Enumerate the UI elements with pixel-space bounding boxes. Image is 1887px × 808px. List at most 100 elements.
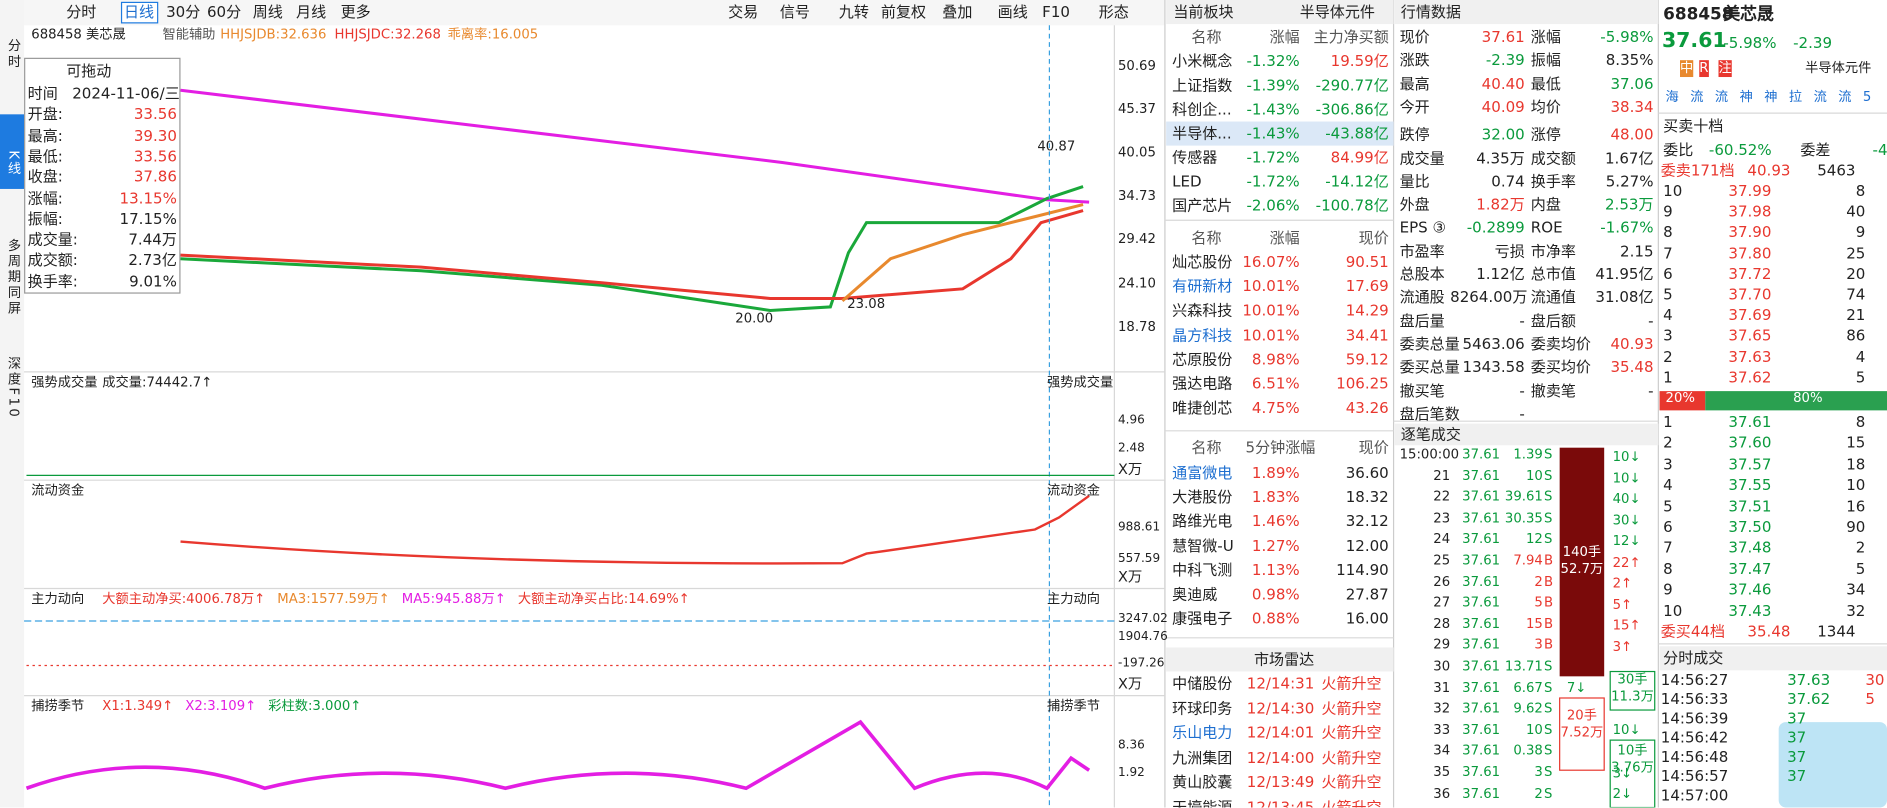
period-tab[interactable]: 日线: [123, 2, 155, 21]
side-tab[interactable]: K线: [6, 150, 22, 178]
stock-name[interactable]: 大港股份: [1172, 487, 1233, 506]
label: 14:56:42: [1660, 728, 1729, 747]
label: 0.88%: [1251, 609, 1300, 628]
shortcut-button[interactable]: 海: [1665, 89, 1679, 105]
label: 30↓: [1612, 512, 1641, 528]
label: -2.39: [1485, 50, 1525, 69]
label: 8: [1855, 181, 1866, 200]
quote-key: 委买均价: [1530, 357, 1591, 376]
tool-button[interactable]: 信号: [779, 2, 810, 21]
period-tab[interactable]: 月线: [296, 2, 327, 21]
panel-title: 分时成交: [1663, 648, 1724, 667]
period-tab[interactable]: 分时: [66, 2, 97, 21]
shortcut-button[interactable]: 流: [1838, 89, 1852, 105]
label: 37: [1787, 708, 1807, 727]
stock-name[interactable]: 乐山电力: [1172, 723, 1233, 742]
label: -1.72%: [1246, 148, 1300, 167]
shortcut-button[interactable]: 流: [1714, 89, 1729, 105]
label: 37: [1787, 747, 1807, 766]
stock-name[interactable]: 环球印务: [1172, 698, 1233, 717]
stock-name[interactable]: 路维光电: [1172, 511, 1233, 530]
tool-button[interactable]: 九转: [838, 2, 869, 21]
label: 37.62: [1728, 368, 1772, 387]
label: 14.29: [1345, 301, 1389, 320]
shortcut-button[interactable]: 神: [1764, 89, 1778, 105]
stock-name[interactable]: 灿芯股份: [1172, 252, 1233, 271]
stock-name[interactable]: 强达电路: [1172, 374, 1233, 393]
shortcut-button[interactable]: 流: [1690, 89, 1704, 105]
period-tab[interactable]: 更多: [340, 2, 371, 21]
label: 4: [1663, 475, 1673, 494]
label: 25: [1846, 243, 1866, 262]
label: -2.06%: [1246, 196, 1300, 215]
stock-name[interactable]: 有研新材: [1172, 277, 1233, 296]
label: 22↑: [1612, 554, 1641, 570]
label: 1.13%: [1251, 560, 1300, 579]
tool-button[interactable]: 画线: [997, 2, 1028, 21]
label: 10.01%: [1242, 277, 1300, 296]
label: 10↓: [1612, 448, 1641, 465]
shortcut-button[interactable]: 5: [1862, 89, 1872, 105]
label: 8: [1663, 223, 1673, 242]
period-tab[interactable]: 30分: [166, 2, 201, 21]
label: 3: [1534, 764, 1543, 780]
stock-name[interactable]: 唯捷创芯: [1172, 398, 1233, 417]
label: 10.01%: [1242, 325, 1300, 344]
label: 12↓: [1612, 533, 1641, 549]
label: 38.34: [1610, 97, 1654, 116]
tool-button[interactable]: F10: [1042, 2, 1070, 21]
label: 10: [1663, 601, 1683, 620]
label: 火箭升空: [1321, 797, 1382, 808]
label: S: [1544, 742, 1553, 759]
side-tab[interactable]: 分时: [6, 38, 22, 70]
sector-name: 上证指数: [1172, 75, 1233, 94]
stock-name[interactable]: 通富微电: [1172, 463, 1233, 482]
shortcut-button[interactable]: 神: [1739, 89, 1753, 105]
shortcut-button[interactable]: 拉: [1788, 89, 1803, 105]
tool-button[interactable]: 形态: [1098, 2, 1129, 21]
stock-name[interactable]: 黄山胶囊: [1172, 772, 1233, 791]
stock-name[interactable]: 中储股份: [1172, 673, 1233, 692]
stock-name[interactable]: 中科飞测: [1172, 560, 1233, 579]
info-box[interactable]: [24, 57, 181, 294]
stock-name[interactable]: 兴森科技: [1172, 301, 1233, 320]
stock-name[interactable]: 康强电子: [1172, 609, 1233, 628]
label: S: [1544, 764, 1553, 780]
side-tab[interactable]: 深度F10: [6, 356, 22, 420]
period-tab[interactable]: 周线: [252, 2, 283, 21]
label: 16.00: [1345, 609, 1389, 628]
label: 1.39: [1513, 446, 1543, 463]
label: 40↓: [1612, 491, 1641, 507]
label: 8: [1855, 412, 1866, 431]
label: 美芯晟: [1723, 4, 1774, 25]
label: 5: [1855, 368, 1866, 387]
label: 1.89%: [1251, 463, 1300, 482]
label: 11.3万: [1611, 688, 1654, 705]
stock-name[interactable]: 天壕能源: [1172, 797, 1233, 808]
label: 主力净买额: [1313, 27, 1389, 46]
tool-button[interactable]: 叠加: [942, 2, 973, 21]
y-tick-label: 50.69: [1117, 57, 1156, 74]
label: 37.62: [1787, 689, 1831, 708]
stock-name[interactable]: 芯原股份: [1172, 349, 1233, 369]
tool-button[interactable]: 前复权: [880, 2, 927, 21]
sector-name: 科创企...: [1172, 99, 1232, 118]
label: 5463.06: [1462, 334, 1525, 353]
shortcut-button[interactable]: 流: [1813, 89, 1827, 105]
label: 37.55: [1728, 475, 1772, 494]
label: 1344: [1817, 622, 1856, 641]
label: 37.61: [1462, 700, 1501, 717]
stock-name[interactable]: 慧智微-U: [1172, 536, 1234, 555]
label: 37.69: [1728, 305, 1772, 324]
label: 10↓: [1612, 722, 1641, 738]
tick-time: 30: [1433, 658, 1451, 674]
stock-name[interactable]: 九洲集团: [1172, 747, 1233, 766]
label: 0.38: [1513, 742, 1543, 759]
tool-button[interactable]: 交易: [728, 2, 759, 21]
period-tab[interactable]: 60分: [206, 2, 242, 21]
side-tab[interactable]: 多周期同屏: [6, 238, 22, 317]
quote-key: 振幅: [1530, 50, 1561, 69]
label: S: [1544, 467, 1553, 484]
stock-name[interactable]: 晶方科技: [1172, 325, 1233, 344]
stock-name[interactable]: 奥迪威: [1172, 584, 1218, 603]
